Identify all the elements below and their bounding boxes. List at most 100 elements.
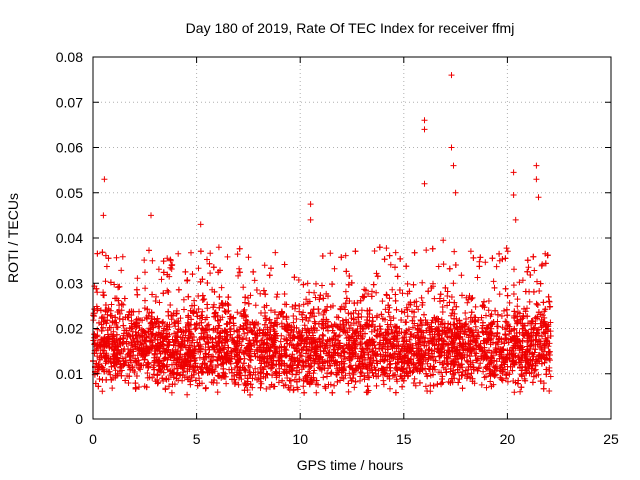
data-point [240,308,247,315]
data-point [411,375,418,382]
data-point [311,325,318,332]
data-point [507,363,514,370]
data-point [488,383,495,390]
data-point [298,346,305,353]
data-point [226,313,233,320]
data-point [331,382,338,389]
data-point [543,323,550,330]
data-point [171,330,178,337]
data-point [547,333,554,339]
data-point [99,347,106,354]
data-point [211,310,218,317]
data-point [462,321,469,328]
data-point [222,309,229,315]
data-point [278,354,284,361]
data-point [242,294,249,301]
data-point [136,384,142,390]
data-point [544,252,551,259]
data-point [465,296,472,303]
data-point [195,265,202,272]
data-point [247,381,254,388]
data-point [385,330,392,337]
data-point [504,322,511,329]
data-point [164,271,171,278]
data-point [503,336,510,343]
data-point [252,365,259,372]
data-point [144,306,151,313]
data-point [175,320,182,327]
data-point [254,376,260,383]
data-point [452,262,459,268]
data-point [459,385,466,392]
data-point [303,314,310,321]
data-point [163,347,170,354]
data-point [418,294,425,301]
data-point [118,301,125,307]
data-point [494,363,500,370]
data-point [271,319,278,326]
data-point [278,308,285,315]
data-point [281,261,288,268]
data-point [217,267,223,274]
data-point [234,352,241,359]
data-point [364,383,371,390]
data-point [345,388,352,395]
data-point [160,345,167,352]
data-point [228,355,235,362]
data-point [436,353,443,360]
data-point [519,277,526,284]
data-point [241,387,248,394]
data-point [419,279,426,286]
data-point [357,354,364,361]
data-point [446,348,453,355]
data-point [281,291,288,297]
data-point [368,337,375,344]
data-point [487,341,494,348]
data-point [307,357,314,364]
data-point [325,349,332,356]
data-point [451,248,458,255]
data-point [524,268,531,275]
data-point [304,300,311,307]
data-point [390,355,397,362]
data-point [246,337,253,344]
data-point [327,362,334,369]
data-point [160,318,167,325]
data-point [367,355,374,362]
data-point [247,357,254,364]
data-point [127,357,134,364]
data-point [398,359,405,366]
data-point [104,317,111,324]
data-point [526,370,533,377]
data-point [198,330,205,337]
data-point [307,310,314,317]
data-point [339,345,346,352]
data-point [236,265,243,272]
data-point [404,280,411,287]
data-point [237,347,244,353]
data-point [240,360,247,367]
data-point [246,352,253,359]
data-point [253,337,260,344]
data-point [319,331,326,338]
data-point [318,324,325,331]
data-point [103,376,110,383]
data-point [464,371,471,378]
data-point [192,355,199,361]
data-point [296,308,303,315]
data-point [174,370,180,377]
data-point [313,280,319,287]
data-point [392,291,399,298]
data-point [401,372,408,379]
data-point [504,292,511,299]
data-point [260,354,267,361]
data-point [191,367,198,374]
data-point [273,294,280,300]
data-point [504,312,511,319]
data-point [304,280,311,287]
data-point [399,365,405,372]
data-point [252,302,259,309]
data-point [257,375,264,382]
data-point [275,379,282,386]
data-point [218,284,225,291]
